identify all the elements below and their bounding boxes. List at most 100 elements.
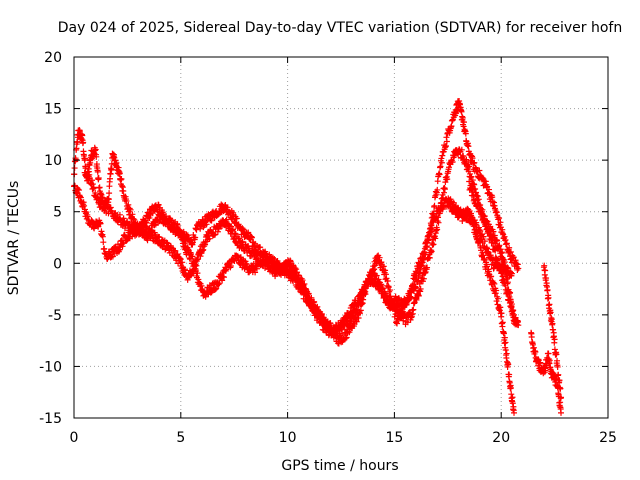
data-point — [550, 326, 557, 333]
data-point — [515, 265, 522, 272]
data-point — [460, 119, 467, 126]
data-point — [507, 384, 514, 391]
data-point — [497, 304, 504, 311]
data-point — [549, 320, 556, 327]
data-point — [71, 165, 78, 172]
x-tick-label: 0 — [70, 430, 79, 446]
data-point — [468, 214, 475, 221]
data-point — [551, 336, 558, 343]
data-point — [192, 234, 199, 241]
data-point — [252, 269, 259, 276]
data-point — [542, 367, 549, 374]
data-point — [430, 241, 437, 248]
data-point — [105, 196, 112, 203]
data-point — [502, 263, 509, 270]
x-tick-label: 15 — [385, 430, 403, 446]
data-point — [458, 108, 465, 115]
data-point — [295, 272, 302, 279]
data-point — [400, 317, 407, 324]
data-point — [259, 254, 266, 261]
data-point — [476, 167, 483, 174]
data-point — [499, 319, 506, 326]
data-point — [215, 225, 222, 232]
data-point — [470, 192, 477, 199]
data-point — [274, 257, 281, 264]
data-point — [235, 242, 242, 249]
data-point — [490, 279, 497, 286]
data-point — [177, 256, 184, 263]
data-point — [506, 371, 513, 378]
data-point — [200, 246, 207, 253]
data-point — [468, 185, 475, 192]
data-point — [174, 251, 181, 258]
data-point — [311, 309, 318, 316]
data-point — [502, 346, 509, 353]
data-point — [497, 246, 504, 253]
data-point — [436, 171, 443, 178]
data-point — [488, 273, 495, 280]
data-point — [546, 357, 553, 364]
data-point — [448, 123, 455, 130]
data-point — [437, 163, 444, 170]
data-point — [106, 190, 113, 197]
data-point — [462, 130, 469, 137]
y-tick-label: 10 — [44, 153, 62, 169]
data-point — [378, 281, 385, 288]
data-point — [240, 226, 247, 233]
y-tick-label: 0 — [53, 256, 62, 272]
data-point — [418, 260, 425, 267]
data-point — [146, 214, 153, 221]
data-point — [294, 269, 301, 276]
data-point — [499, 249, 506, 256]
data-point — [203, 221, 210, 228]
data-point — [257, 244, 264, 251]
data-point — [480, 233, 487, 240]
data-point — [342, 335, 349, 342]
data-point — [413, 296, 420, 303]
data-point — [468, 173, 475, 180]
series-track-A — [71, 98, 522, 341]
data-point — [480, 212, 487, 219]
data-point — [226, 222, 233, 229]
data-point — [428, 248, 435, 255]
data-point — [131, 216, 138, 223]
data-point — [108, 166, 115, 173]
data-point — [498, 250, 505, 257]
data-point — [484, 263, 491, 270]
data-point — [502, 339, 509, 346]
data-point — [469, 177, 476, 184]
data-point — [287, 258, 294, 265]
data-point — [408, 313, 415, 320]
data-point — [403, 301, 410, 308]
data-point — [434, 186, 441, 193]
data-point — [376, 254, 383, 261]
data-point — [304, 288, 311, 295]
data-point — [353, 318, 360, 325]
data-point — [442, 143, 449, 150]
data-point — [127, 206, 134, 213]
data-point — [100, 239, 107, 246]
data-point — [420, 275, 427, 282]
data-point — [410, 306, 417, 313]
data-point — [550, 333, 557, 340]
data-point — [503, 350, 510, 357]
data-point — [548, 316, 555, 323]
data-point — [484, 218, 491, 225]
data-point — [90, 184, 97, 191]
data-point — [515, 322, 522, 329]
data-point — [438, 159, 445, 166]
data-point — [406, 295, 413, 302]
data-point — [472, 197, 479, 204]
data-point — [75, 186, 82, 193]
data-point — [395, 302, 402, 309]
data-point — [181, 237, 188, 244]
data-point — [224, 204, 231, 211]
data-point — [494, 295, 501, 302]
data-point — [156, 233, 163, 240]
data-point — [555, 371, 562, 378]
data-point — [465, 143, 472, 150]
data-point — [116, 170, 123, 177]
data-point — [426, 254, 433, 261]
data-point — [508, 270, 515, 277]
